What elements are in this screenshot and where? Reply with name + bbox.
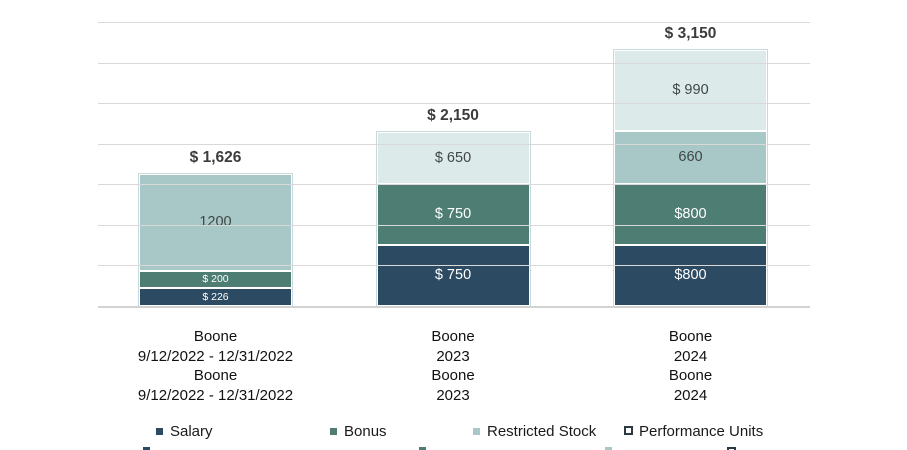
category-label-line: Boone [193,328,238,345]
category-label-line: 2023 [436,347,470,365]
bar-segment-performance-units: $ 990 [614,50,767,131]
bar-segment-restricted-stock: 1200 [139,174,292,272]
category-label-line: 2024 [673,347,708,365]
legend-label: Bonus [344,423,387,440]
legend-row2-swatch-stub [419,447,426,450]
bar-segment-performance-units: $ 650 [376,131,530,185]
bar-total-label: $ 3,150 [664,25,717,43]
legend-label: Restricted Stock [487,423,597,440]
legend-swatch-restricted-stock [473,428,480,435]
bar-segment-restricted-stock: 660 [614,130,767,185]
legend-swatch-bonus [330,428,337,435]
category-label-line: Boone [431,367,475,384]
category-label-line: Boone [668,328,713,345]
segment-value-label: $ 226 [202,290,229,303]
legend-swatch-salary [156,428,163,435]
legend-label: Salary [170,423,213,440]
bar-segment-salary: $800 [614,245,767,306]
category-label-line: 2024 [673,386,708,404]
category-label-line: 9/12/2022 - 12/31/2022 [137,347,294,365]
legend-label: Performance Units [639,423,764,440]
category-label-block: Boone 2024 Boone 2024 [576,327,806,405]
segment-value-label: $ 750 [434,206,472,223]
segment-value-label: $ 990 [672,82,709,99]
category-label-line: Boone [431,328,475,345]
category-label-block: Boone 9/12/2022 - 12/31/2022 Boone 9/12/202… [101,327,331,405]
legend-row2-swatch-stub [727,447,736,450]
category-label-line: Boone [668,367,713,384]
legend-swatch-performance-units [624,426,633,435]
segment-value-label: $800 [674,206,707,223]
bar-segment-bonus: $ 750 [376,184,530,246]
bar-total-label: $ 1,626 [189,149,242,167]
segment-value-label: $ 650 [434,149,472,166]
bar-segment-salary: $ 750 [376,245,530,306]
bar-total-label: $ 2,150 [427,106,479,124]
category-label-line: 9/12/2022 - 12/31/2022 [137,386,294,404]
segment-value-label: $ 750 [434,267,472,284]
segment-value-label: 660 [678,148,703,165]
segment-value-label: $800 [674,267,707,284]
legend-row2-swatch-stub [143,447,150,450]
segment-value-label: 1200 [199,214,232,231]
category-label-line: 2023 [436,386,470,404]
category-label-block: Boone 2023 Boone 2023 [338,327,568,405]
bar-segment-bonus: $ 200 [139,271,292,288]
bar-segment-bonus: $800 [614,184,767,246]
category-label-line: Boone [193,367,238,384]
bar-segment-salary: $ 226 [139,287,292,306]
segment-value-label: $ 200 [202,273,229,286]
legend-row2-swatch-stub [605,447,612,450]
